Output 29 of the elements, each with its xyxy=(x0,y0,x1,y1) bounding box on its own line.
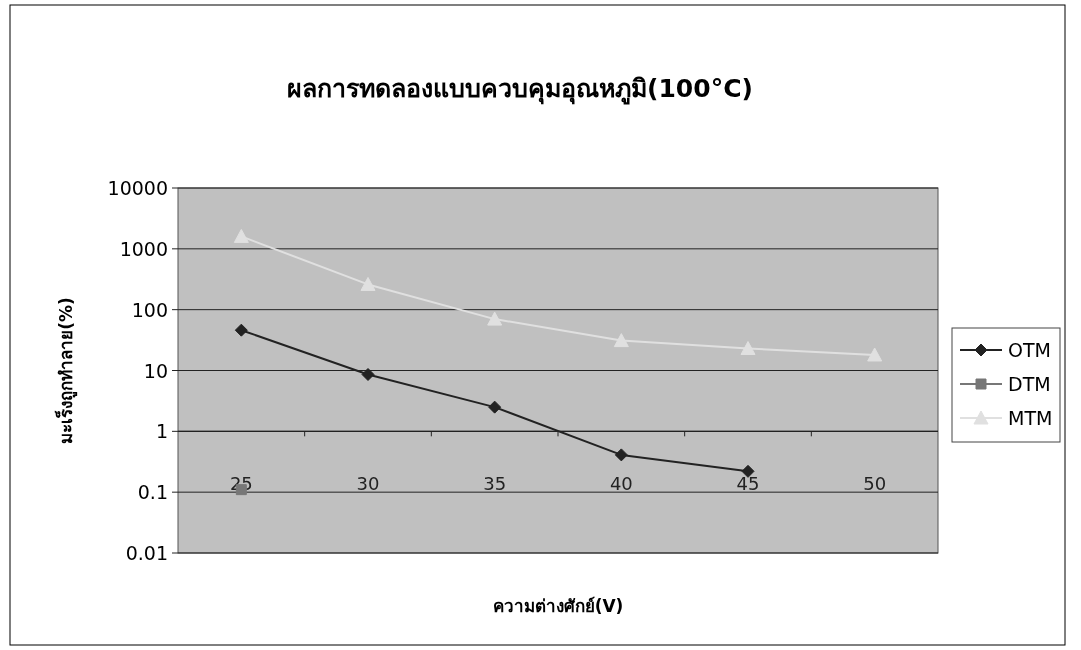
point xyxy=(234,323,248,337)
point xyxy=(614,448,628,462)
legend-label: MTM xyxy=(1008,407,1053,429)
point xyxy=(233,228,249,243)
x-tick-label: 30 xyxy=(356,473,380,495)
y-tick-label: 100 xyxy=(131,298,168,321)
point xyxy=(867,347,883,362)
x-tick-label: 35 xyxy=(483,473,507,495)
x-axis-title: ความต่างศักย์(V) xyxy=(492,596,624,616)
y-tick-label: 0.01 xyxy=(125,542,168,564)
legend-label: OTM xyxy=(1008,339,1051,361)
point xyxy=(360,276,376,291)
y-axis-title: มะเร็งถูกทำลาย(%) xyxy=(54,297,78,444)
x-tick-label: 50 xyxy=(863,473,887,495)
point xyxy=(488,400,502,414)
point xyxy=(613,333,629,348)
y-tick-label: 1 xyxy=(155,420,168,443)
point xyxy=(487,311,503,326)
x-tick-label: 45 xyxy=(736,473,760,495)
y-tick-label: 10 xyxy=(143,359,168,382)
chart-title: ผลการทดลองแบบควบคุมอุณหภูมิ(100°C) xyxy=(287,74,753,105)
legend-label: DTM xyxy=(1008,373,1051,395)
point xyxy=(741,464,755,478)
y-tick-label: 0.1 xyxy=(137,481,168,504)
y-tick-label: 1000 xyxy=(119,237,168,260)
point xyxy=(740,340,756,355)
y-tick-label: 10000 xyxy=(107,177,168,199)
x-tick-label: 40 xyxy=(609,473,633,495)
point xyxy=(361,367,375,381)
